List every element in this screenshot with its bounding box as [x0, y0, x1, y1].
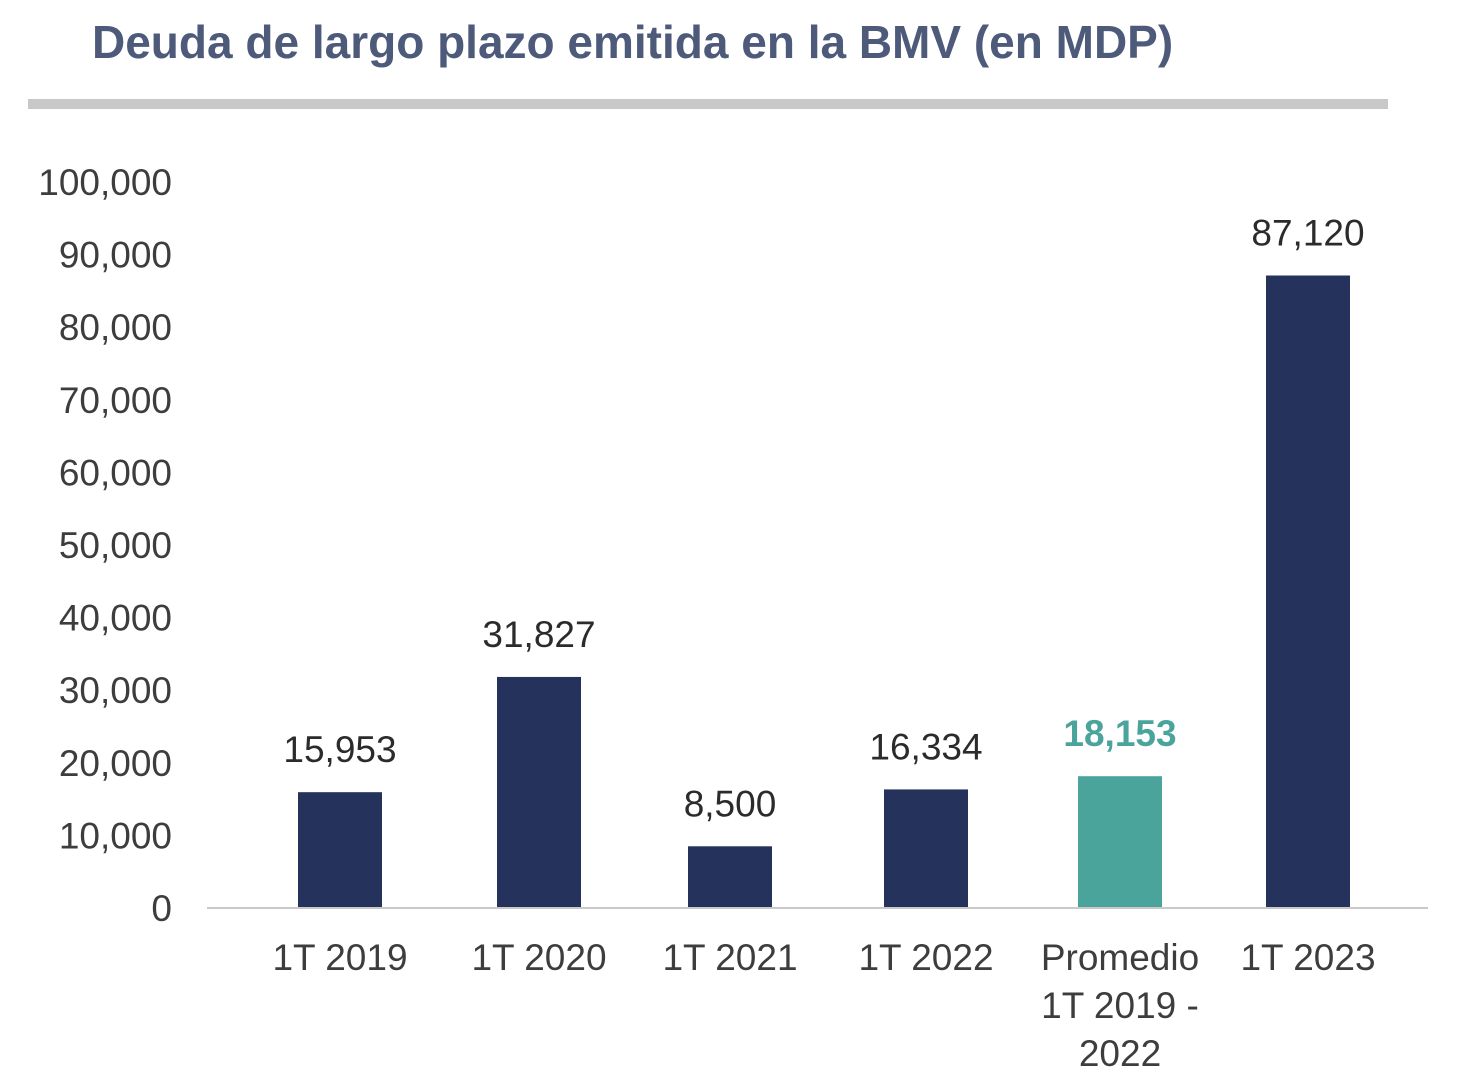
data-label: 8,500 — [684, 783, 777, 824]
y-tick-label: 60,000 — [59, 452, 172, 493]
x-tick-label: 1T 2019 — [272, 937, 407, 978]
bar — [497, 676, 581, 908]
data-label: 16,334 — [869, 726, 982, 767]
data-label: 15,953 — [283, 729, 396, 770]
y-tick-label: 30,000 — [59, 670, 172, 711]
y-axis-ticks: 0 10,000 20,000 30,000 40,000 50,000 60,000 70,… — [38, 162, 172, 929]
chart-title: Deuda de largo plazo emitida en la BMV (… — [92, 16, 1173, 68]
y-tick-label: 0 — [151, 888, 172, 929]
x-axis-labels: 1T 2019 1T 2020 1T 2021 1T 2022 Promedio 1T 2… — [272, 937, 1375, 1074]
bars — [298, 275, 1350, 908]
data-label: 87,120 — [1251, 213, 1364, 254]
data-label: 18,153 — [1063, 713, 1176, 754]
y-tick-label: 90,000 — [59, 235, 172, 276]
x-tick-label: 1T 2021 — [662, 937, 797, 978]
data-label: 31,827 — [482, 614, 595, 655]
y-tick-label: 100,000 — [38, 162, 172, 203]
data-labels: 15,953 31,827 8,500 16,334 18,153 87,120 — [283, 213, 1364, 825]
bar — [688, 846, 772, 908]
bar — [1266, 275, 1350, 908]
y-tick-label: 10,000 — [59, 815, 172, 856]
x-tick-label: 1T 2023 — [1240, 937, 1375, 978]
y-tick-label: 20,000 — [59, 743, 172, 784]
x-tick-label: 1T 2022 — [858, 937, 993, 978]
x-tick-label: Promedio 1T 2019 -2022 — [1041, 937, 1199, 1074]
y-tick-label: 40,000 — [59, 598, 172, 639]
y-tick-label: 80,000 — [59, 307, 172, 348]
y-tick-label: 50,000 — [59, 525, 172, 566]
title-divider — [28, 99, 1388, 109]
bar — [298, 792, 382, 908]
bar — [884, 789, 968, 908]
y-tick-label: 70,000 — [59, 380, 172, 421]
x-tick-label: 1T 2020 — [471, 937, 606, 978]
bar — [1078, 776, 1162, 908]
